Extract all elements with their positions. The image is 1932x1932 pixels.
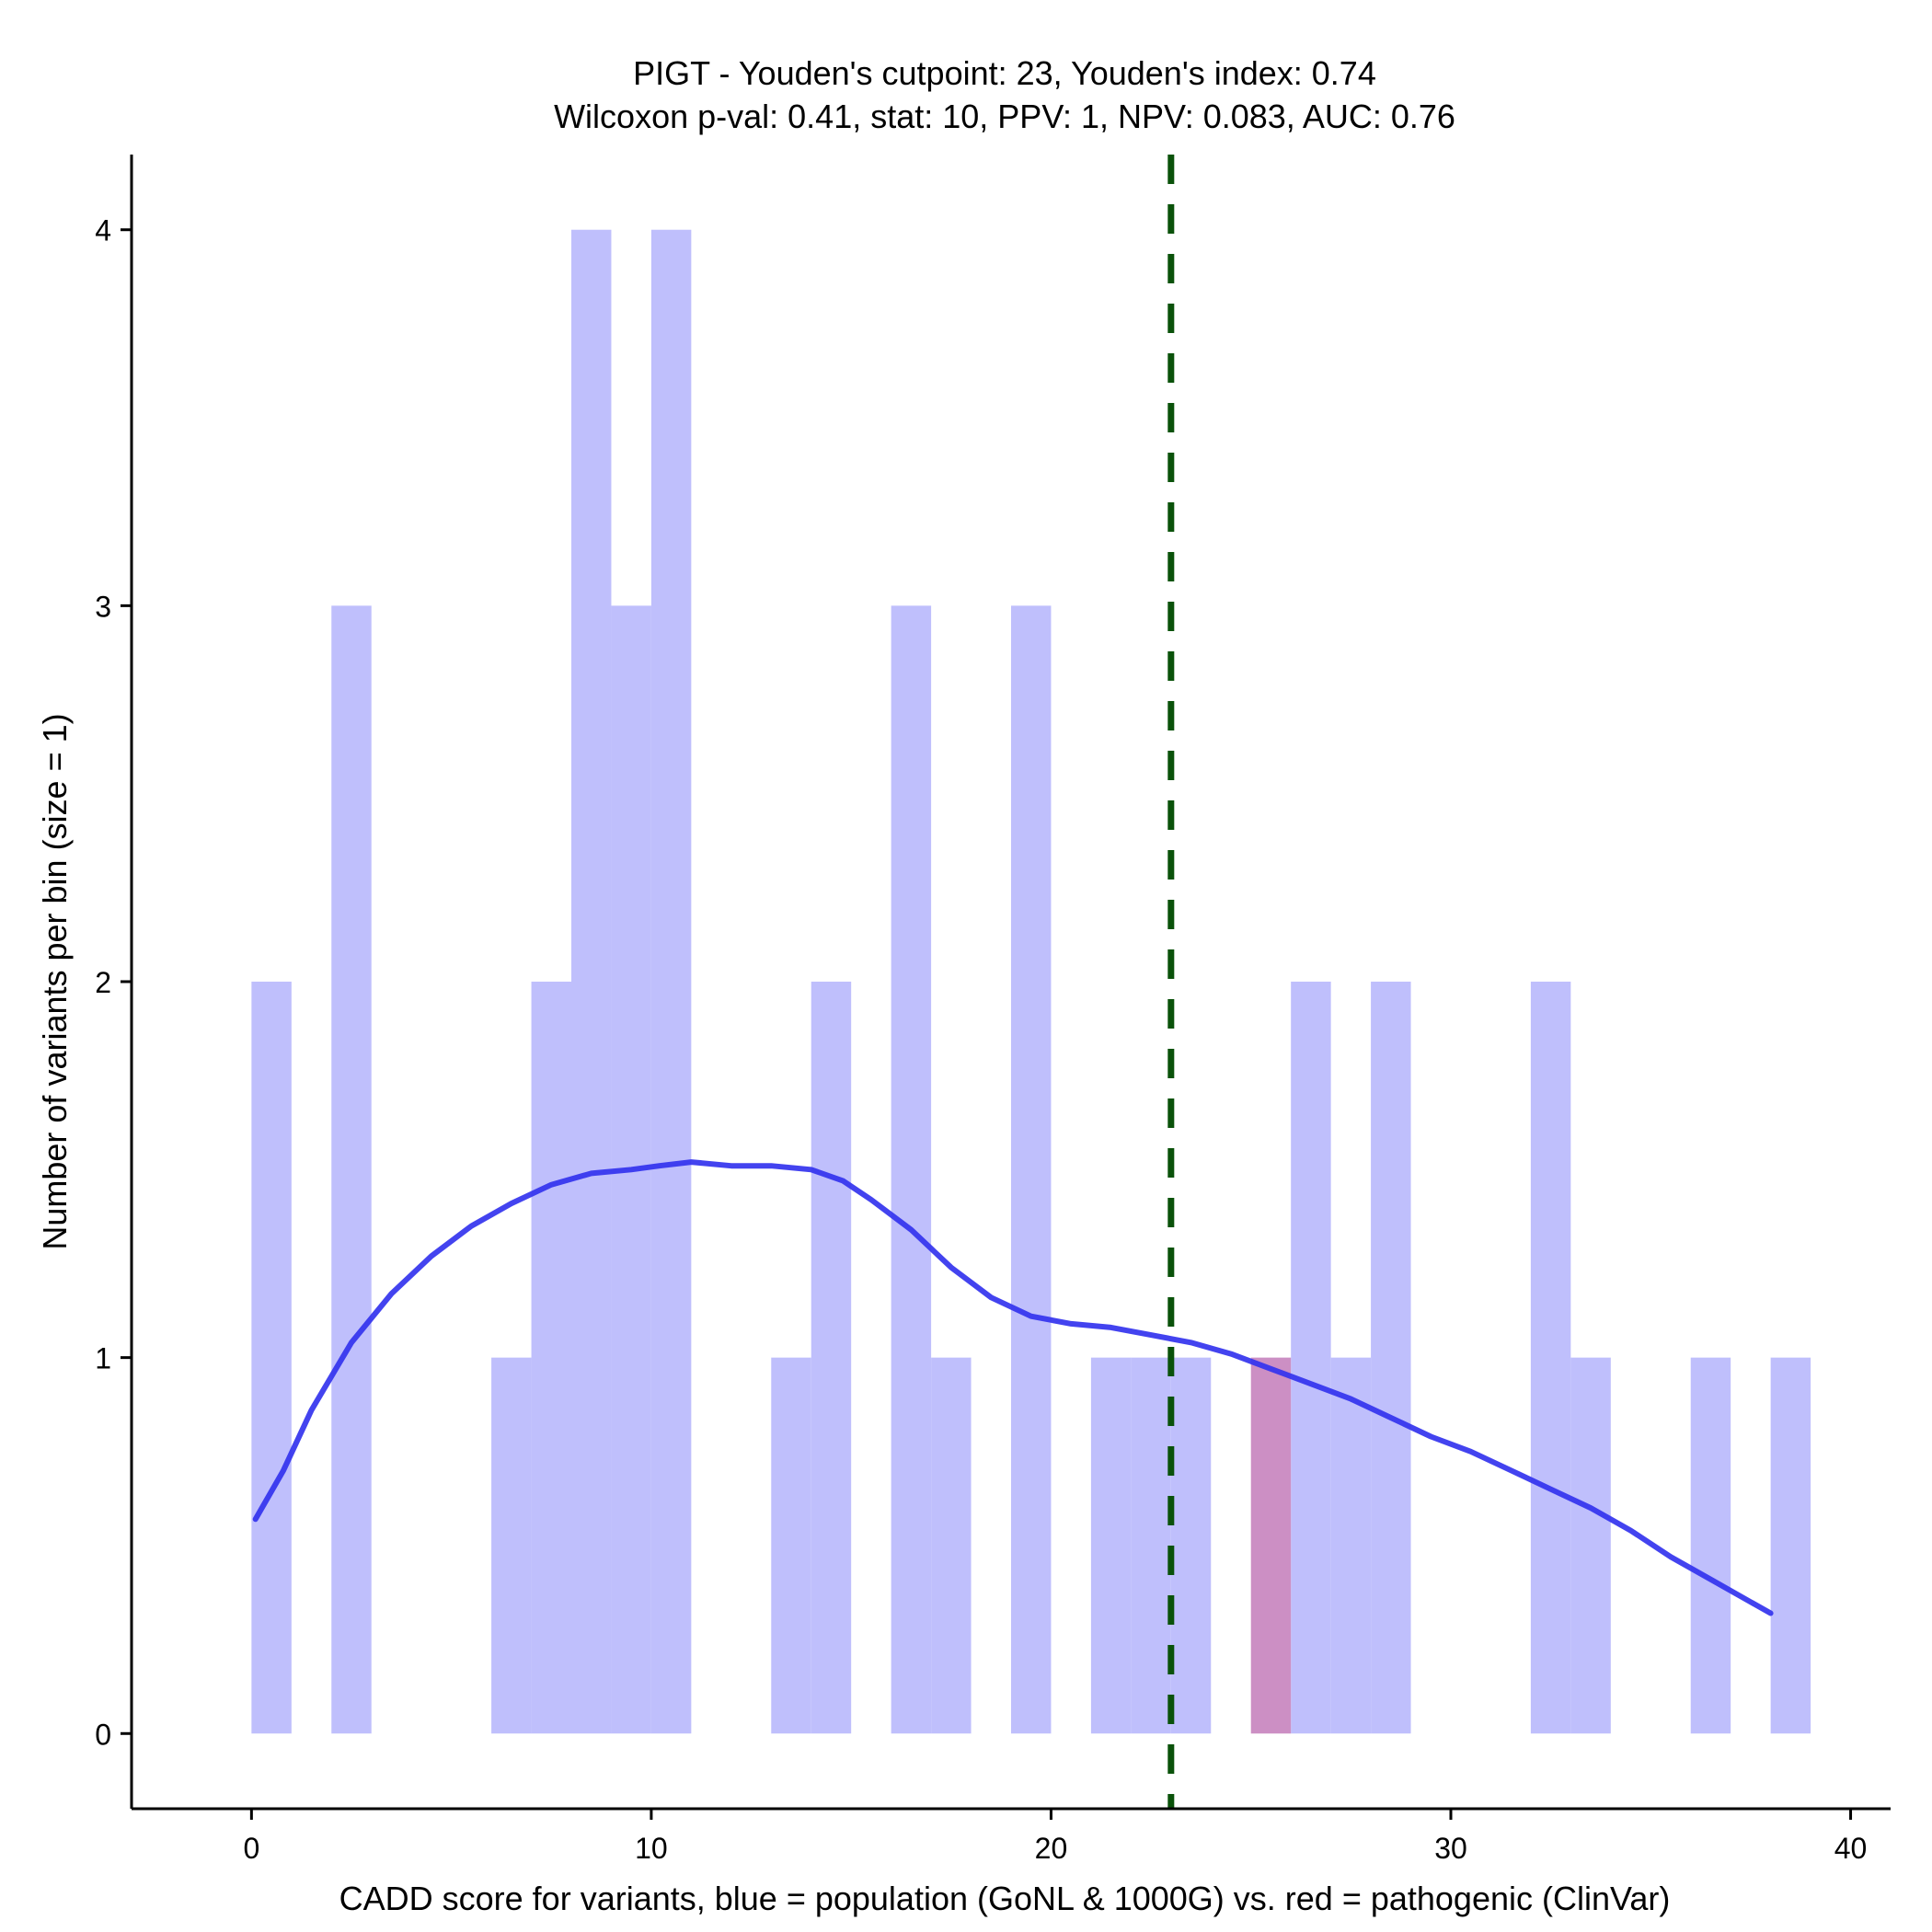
population-bar: [531, 982, 571, 1734]
population-bar: [331, 605, 372, 1734]
population-bar: [251, 982, 292, 1734]
chart-title-line1: PIGT - Youden's cutpoint: 23, Youden's i…: [633, 54, 1376, 92]
pathogenic-bar: [1250, 1357, 1292, 1734]
population-bar: [771, 1357, 811, 1734]
population-bar: [1371, 982, 1411, 1734]
y-axis-label: Number of variants per bin (size = 1): [36, 713, 74, 1249]
population-bar: [1131, 1357, 1171, 1734]
y-tick-label: 3: [95, 590, 111, 623]
population-bar: [1011, 605, 1052, 1734]
population-bar: [1170, 1357, 1212, 1734]
chart-title-line2: Wilcoxon p-val: 0.41, stat: 10, PPV: 1, …: [554, 98, 1455, 135]
x-axis-label: CADD score for variants, blue = populati…: [339, 1880, 1671, 1917]
y-tick-label: 4: [95, 214, 111, 247]
population-bar: [491, 1357, 532, 1734]
y-tick-label: 0: [95, 1718, 111, 1751]
population-bar: [1530, 982, 1571, 1734]
population-bars: [251, 229, 1811, 1734]
y-tick-label: 2: [95, 966, 111, 999]
population-bar: [1690, 1357, 1731, 1734]
x-tick-label: 0: [243, 1832, 259, 1865]
population-bar: [571, 229, 612, 1734]
population-bar: [1291, 982, 1331, 1734]
x-tick-label: 20: [1035, 1832, 1068, 1865]
x-tick-label: 10: [635, 1832, 668, 1865]
y-axis-ticks: 0 1 2 3 4: [95, 214, 132, 1751]
population-density-curve: [252, 1159, 1774, 1616]
x-tick-label: 30: [1434, 1832, 1467, 1865]
x-axis-ticks: 0 10 20 30 40: [243, 1809, 1867, 1865]
population-bar: [1090, 1357, 1132, 1734]
pathogenic-bars: [1250, 1357, 1292, 1734]
population-bar: [891, 605, 932, 1734]
population-bar: [650, 229, 692, 1734]
population-bar: [1770, 1357, 1811, 1734]
population-bar: [1570, 1357, 1611, 1734]
population-bar: [811, 982, 852, 1734]
population-bar: [1330, 1357, 1372, 1734]
population-bar: [931, 1357, 972, 1734]
x-tick-label: 40: [1834, 1832, 1868, 1865]
y-tick-label: 1: [95, 1342, 111, 1375]
